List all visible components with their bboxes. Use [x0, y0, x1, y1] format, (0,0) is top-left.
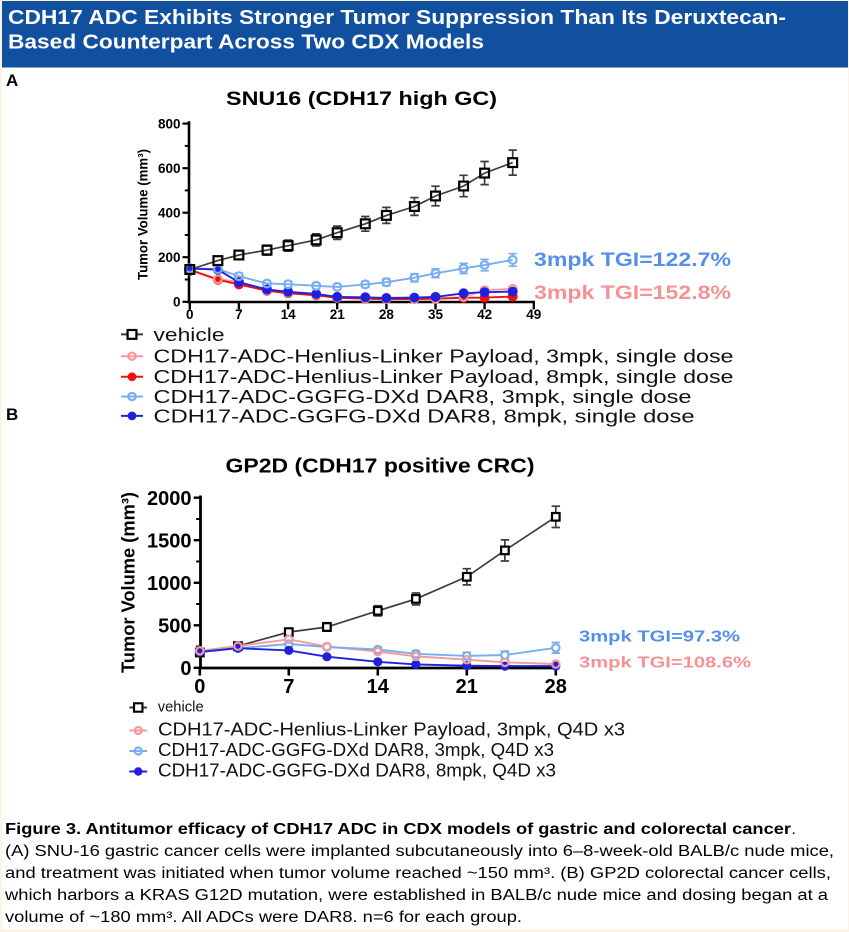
svg-text:Figure 3. Antitumor efficacy o: Figure 3. Antitumor efficacy of CDH17 AD… [5, 821, 791, 838]
svg-text:CDH17-ADC-Henlius-Linker Paylo: CDH17-ADC-Henlius-Linker Payload, 3mpk, … [158, 720, 625, 740]
svg-text:3mpk TGI=108.6%: 3mpk TGI=108.6% [579, 654, 751, 671]
svg-text:400: 400 [158, 206, 181, 221]
svg-text:CDH17-ADC-GGFG-DXd DAR8, 8mpk,: CDH17-ADC-GGFG-DXd DAR8, 8mpk, single do… [154, 406, 695, 426]
svg-text:CDH17-ADC-GGFG-DXd DAR8, 8mpk,: CDH17-ADC-GGFG-DXd DAR8, 8mpk, Q4D x3 [158, 761, 556, 781]
svg-text:21: 21 [456, 676, 478, 698]
svg-text:35: 35 [428, 307, 444, 322]
svg-text:CDH17-ADC-Henlius-Linker Paylo: CDH17-ADC-Henlius-Linker Payload, 3mpk, … [154, 347, 734, 367]
svg-text:600: 600 [158, 161, 181, 176]
svg-text:0: 0 [173, 295, 181, 310]
svg-text:B: B [6, 405, 18, 424]
svg-text:CDH17 ADC Exhibits Stronger Tu: CDH17 ADC Exhibits Stronger Tumor Suppre… [8, 7, 786, 29]
svg-text:Tumor Volume (mm³): Tumor Volume (mm³) [118, 492, 139, 673]
svg-text:28: 28 [545, 676, 567, 698]
svg-text:Based Counterpart Across Two C: Based Counterpart Across Two CDX Models [8, 32, 484, 54]
svg-text:which harbors a KRAS G12D muta: which harbors a KRAS G12D mutation, were… [4, 887, 829, 904]
svg-text:200: 200 [158, 250, 181, 265]
svg-text:and treatment was initiated wh: and treatment was initiated when tumor v… [5, 865, 831, 882]
svg-text:SNU16 (CDH17 high GC): SNU16 (CDH17 high GC) [226, 88, 497, 110]
svg-text:CDH17-ADC-Henlius-Linker Paylo: CDH17-ADC-Henlius-Linker Payload, 8mpk, … [154, 367, 734, 387]
svg-text:.: . [792, 821, 796, 838]
svg-text:2000: 2000 [147, 488, 192, 510]
svg-text:28: 28 [379, 307, 395, 322]
svg-text:7: 7 [235, 307, 243, 322]
svg-text:1500: 1500 [147, 530, 192, 552]
svg-text:A: A [6, 71, 18, 90]
svg-text:3mpk TGI=97.3%: 3mpk TGI=97.3% [579, 629, 740, 646]
svg-text:1000: 1000 [147, 573, 192, 595]
svg-text:GP2D (CDH17 positive CRC): GP2D (CDH17 positive CRC) [226, 456, 535, 478]
svg-text:vehicle: vehicle [154, 325, 225, 345]
svg-text:42: 42 [477, 307, 492, 322]
svg-text:0: 0 [194, 676, 205, 698]
svg-text:0: 0 [180, 658, 191, 680]
svg-text:Tumor Volume (mm³): Tumor Volume (mm³) [136, 149, 151, 280]
svg-text:CDH17-ADC-GGFG-DXd DAR8, 3mpk,: CDH17-ADC-GGFG-DXd DAR8, 3mpk, Q4D x3 [158, 740, 554, 760]
svg-text:0: 0 [186, 307, 194, 322]
svg-text:21: 21 [330, 307, 346, 322]
svg-text:volume of ~180 mm³. All ADCs w: volume of ~180 mm³. All ADCs were DAR8. … [5, 909, 522, 926]
svg-text:CDH17-ADC-GGFG-DXd DAR8, 3mpk,: CDH17-ADC-GGFG-DXd DAR8, 3mpk, single do… [154, 387, 692, 407]
svg-text:500: 500 [158, 615, 191, 637]
svg-text:3mpk TGI=122.7%: 3mpk TGI=122.7% [534, 250, 731, 271]
svg-text:7: 7 [283, 676, 294, 698]
svg-text:vehicle: vehicle [158, 699, 204, 716]
svg-text:14: 14 [367, 676, 390, 698]
svg-text:(A) SNU-16 gastric cancer cell: (A) SNU-16 gastric cancer cells were imp… [5, 843, 834, 860]
svg-text:800: 800 [158, 116, 181, 131]
svg-text:49: 49 [526, 307, 541, 322]
svg-text:3mpk TGI=152.8%: 3mpk TGI=152.8% [534, 283, 731, 304]
svg-text:14: 14 [281, 307, 297, 322]
